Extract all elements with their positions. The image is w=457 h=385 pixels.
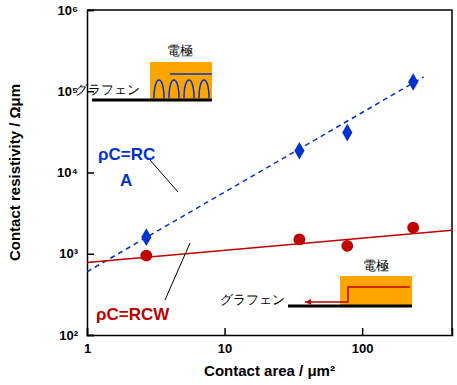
y-tick: 10⁶ — [58, 3, 94, 18]
annotation: ρC=RCW — [96, 305, 170, 324]
x-tick-mark — [224, 328, 226, 335]
data-point — [140, 250, 152, 262]
y-axis-line — [88, 11, 95, 336]
x-tick: 100 — [352, 328, 374, 356]
current-path — [170, 73, 212, 75]
fit-line — [87, 230, 452, 262]
data-point — [341, 240, 353, 252]
data-point — [141, 228, 151, 246]
x-tick-label: 10 — [218, 341, 232, 356]
x-axis-line — [88, 328, 453, 336]
leader-line — [165, 243, 190, 300]
y-tick-mark — [87, 254, 94, 256]
annotation: グラフェン — [75, 82, 140, 97]
electrode — [340, 276, 412, 306]
y-tick: 10³ — [59, 246, 94, 261]
x-tick: 10 — [218, 328, 232, 356]
fit-line — [87, 77, 424, 272]
x-tick-mark — [362, 328, 364, 335]
data-point — [342, 124, 352, 142]
annotation: グラフェン — [220, 292, 285, 307]
current-path — [154, 80, 164, 98]
arrow-head — [305, 299, 311, 305]
annotation: A — [120, 171, 132, 190]
data-point — [408, 73, 418, 91]
plot-area — [87, 73, 452, 272]
y-tick-mark — [87, 335, 94, 337]
data-point — [294, 142, 304, 160]
y-tick: 10⁴ — [57, 165, 94, 180]
data-point — [407, 222, 419, 234]
y-tick-label: 10⁶ — [58, 3, 78, 18]
y-tick-label: 10³ — [59, 246, 78, 261]
insets — [92, 62, 412, 306]
y-axis-title: Contact resistivity / Ωμm — [6, 84, 23, 261]
chart: 11010010²10³10⁴10⁵10⁶Contact area / μm²C… — [0, 0, 457, 385]
x-axis: 1 10 100 — [84, 328, 453, 356]
y-tick-label: 10⁴ — [57, 165, 78, 180]
annotation: ρC=RC — [98, 145, 155, 164]
current-path — [169, 80, 179, 98]
current-path — [305, 287, 410, 302]
y-tick-mark — [87, 10, 94, 12]
y-axis: 10²10³10⁴10⁵10⁶ — [57, 3, 94, 343]
current-path — [199, 80, 209, 98]
y-tick-mark — [87, 172, 94, 174]
graphene — [288, 305, 412, 308]
y-tick-label: 10² — [59, 328, 78, 343]
plot-frame — [87, 10, 452, 335]
y-tick: 10² — [59, 328, 94, 343]
leader-line — [150, 160, 178, 192]
graphene — [92, 99, 212, 102]
annotation: 電極 — [363, 258, 389, 273]
x-tick-label: 1 — [84, 341, 91, 356]
annotation: 電極 — [167, 43, 193, 58]
x-axis-title: Contact area / μm² — [204, 362, 335, 379]
current-path — [184, 80, 194, 98]
x-tick-label: 100 — [352, 341, 374, 356]
electrode — [150, 62, 212, 100]
